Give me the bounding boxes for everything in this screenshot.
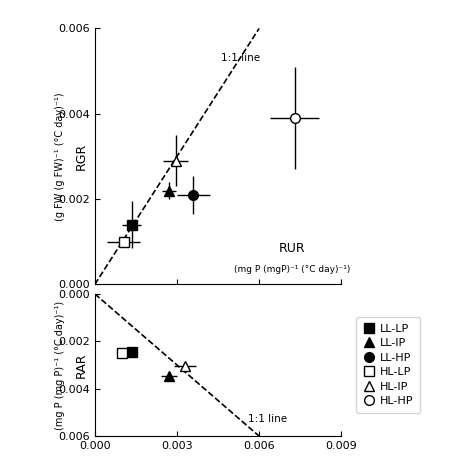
Legend: LL-LP, LL-IP, LL-HP, HL-LP, HL-IP, HL-HP: LL-LP, LL-IP, LL-HP, HL-LP, HL-IP, HL-HP [356,317,420,413]
Text: (g FW (g FW)⁻¹ (°C day)⁻¹): (g FW (g FW)⁻¹ (°C day)⁻¹) [55,92,65,221]
Text: RGR: RGR [75,143,88,170]
Text: 1:1 line: 1:1 line [221,53,260,63]
Text: RAR: RAR [75,352,88,378]
Text: RUR: RUR [279,242,305,255]
Text: (mg P (mg P)⁻¹ (°C day)⁻¹): (mg P (mg P)⁻¹ (°C day)⁻¹) [55,301,65,429]
Text: (mg P (mgP)⁻¹ (°C day)⁻¹): (mg P (mgP)⁻¹ (°C day)⁻¹) [234,265,350,274]
Text: 1:1 line: 1:1 line [248,414,287,424]
